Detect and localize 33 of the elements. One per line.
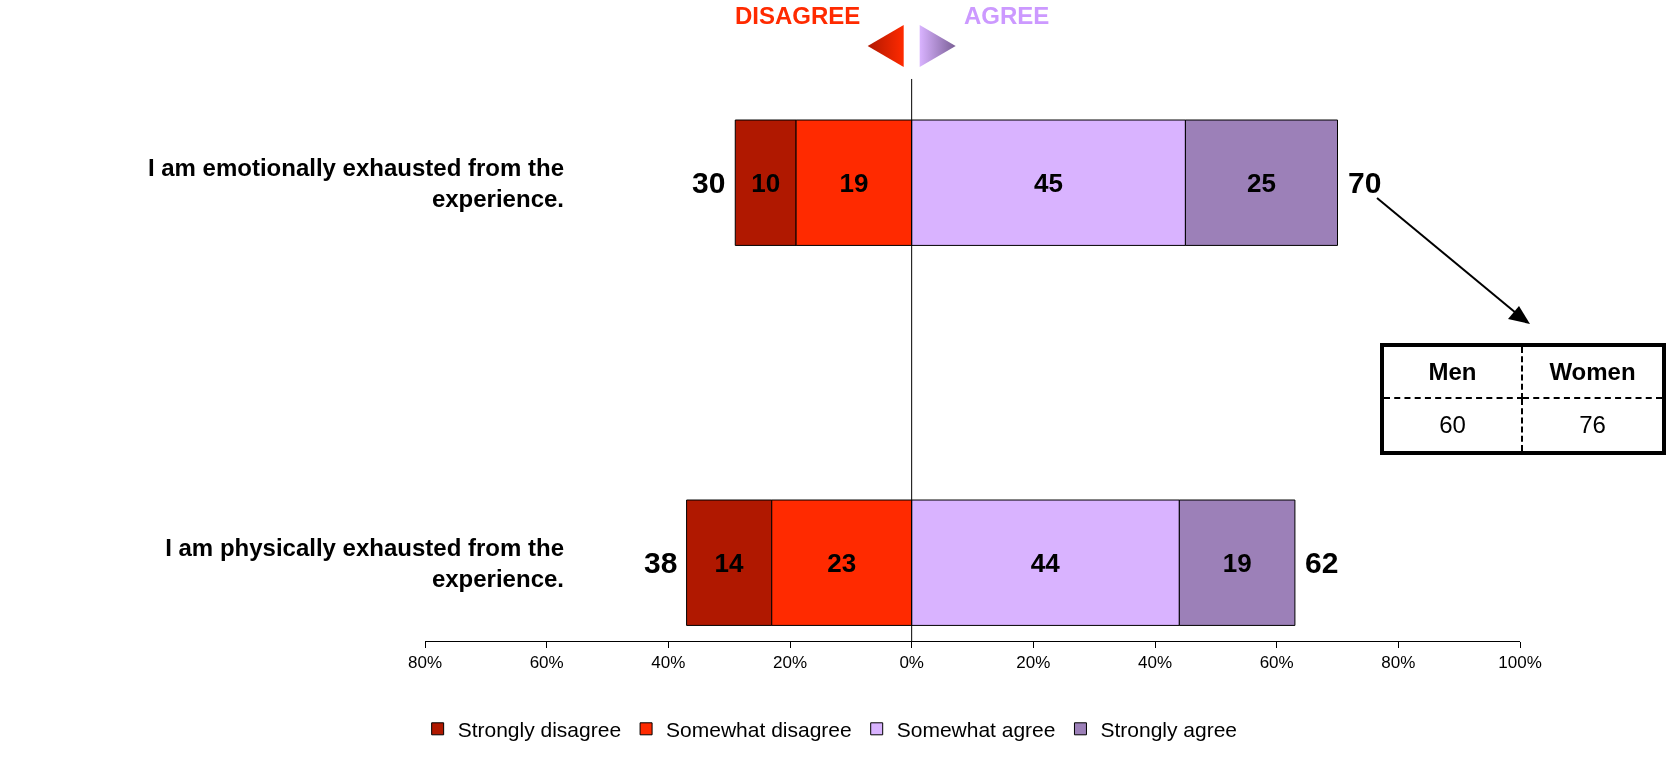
data-label: 10 xyxy=(751,167,781,198)
table: Men Women 60 76 xyxy=(1380,343,1666,455)
annotation: 60 xyxy=(1384,399,1523,451)
data-label: 44 xyxy=(1030,547,1061,578)
x-tick-label: 0% xyxy=(899,653,924,673)
legend-label: Somewhat agree xyxy=(896,718,1056,741)
x-tick-label: 80% xyxy=(1381,653,1416,673)
annotation: 38 xyxy=(644,546,678,579)
text: DISAGREE xyxy=(735,2,861,29)
x-tick-label: 20% xyxy=(1016,653,1051,673)
text: AGREE xyxy=(964,2,1050,29)
y-tick-label: I am physically exhausted from the experience. xyxy=(165,533,564,592)
x-tick-label: 100% xyxy=(1498,653,1542,673)
x-tick-label: 20% xyxy=(772,653,808,673)
data-label: 19 xyxy=(1222,547,1252,578)
data-label: 45 xyxy=(1034,167,1064,198)
x-tick-label: 60% xyxy=(529,653,564,673)
y-tick-label: I am emotionally exhausted from the experience. xyxy=(147,153,564,212)
data-label: 14 xyxy=(714,547,744,578)
annotation: 70 xyxy=(1348,166,1382,199)
x-tick-label: 80% xyxy=(407,653,443,673)
data-label: 25 xyxy=(1247,167,1276,198)
x-tick-label: 60% xyxy=(1259,653,1294,673)
legend-label: Somewhat disagree xyxy=(666,718,852,741)
annotation: 62 xyxy=(1305,546,1339,579)
data-label: 19 xyxy=(839,167,869,198)
legend-label: Strongly disagree xyxy=(457,718,622,741)
annotation: 30 xyxy=(692,166,726,199)
x-tick-label: 40% xyxy=(1137,653,1173,673)
data-label: 23 xyxy=(827,547,857,578)
x-tick-label: 40% xyxy=(651,653,686,673)
legend-label: Strongly agree xyxy=(1100,718,1238,741)
annotation: Men xyxy=(1384,347,1523,399)
